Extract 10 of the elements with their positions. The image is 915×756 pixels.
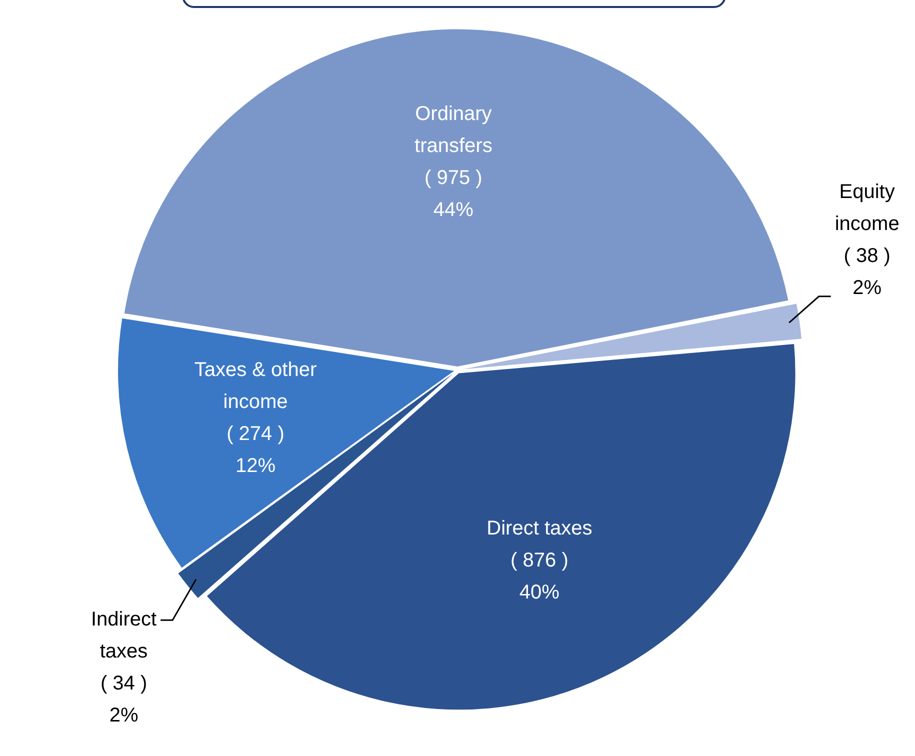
slice-label: Direct taxes: [486, 517, 592, 540]
slice-label: Indirect taxes: [90, 608, 158, 663]
data-label: ( 34 ) 2%: [100, 672, 148, 727]
slice-label: Ordinary transfers: [414, 102, 492, 157]
slice-label: Taxes & other income: [194, 358, 317, 413]
data-label: ( 38 ) 2%: [844, 244, 890, 299]
data-label: ( 876 ) 40%: [510, 549, 568, 604]
data-label: ( 274 ) 12%: [226, 422, 284, 477]
slice-label: Equity income: [834, 180, 900, 235]
data-label: ( 975 ) 44%: [424, 166, 482, 221]
